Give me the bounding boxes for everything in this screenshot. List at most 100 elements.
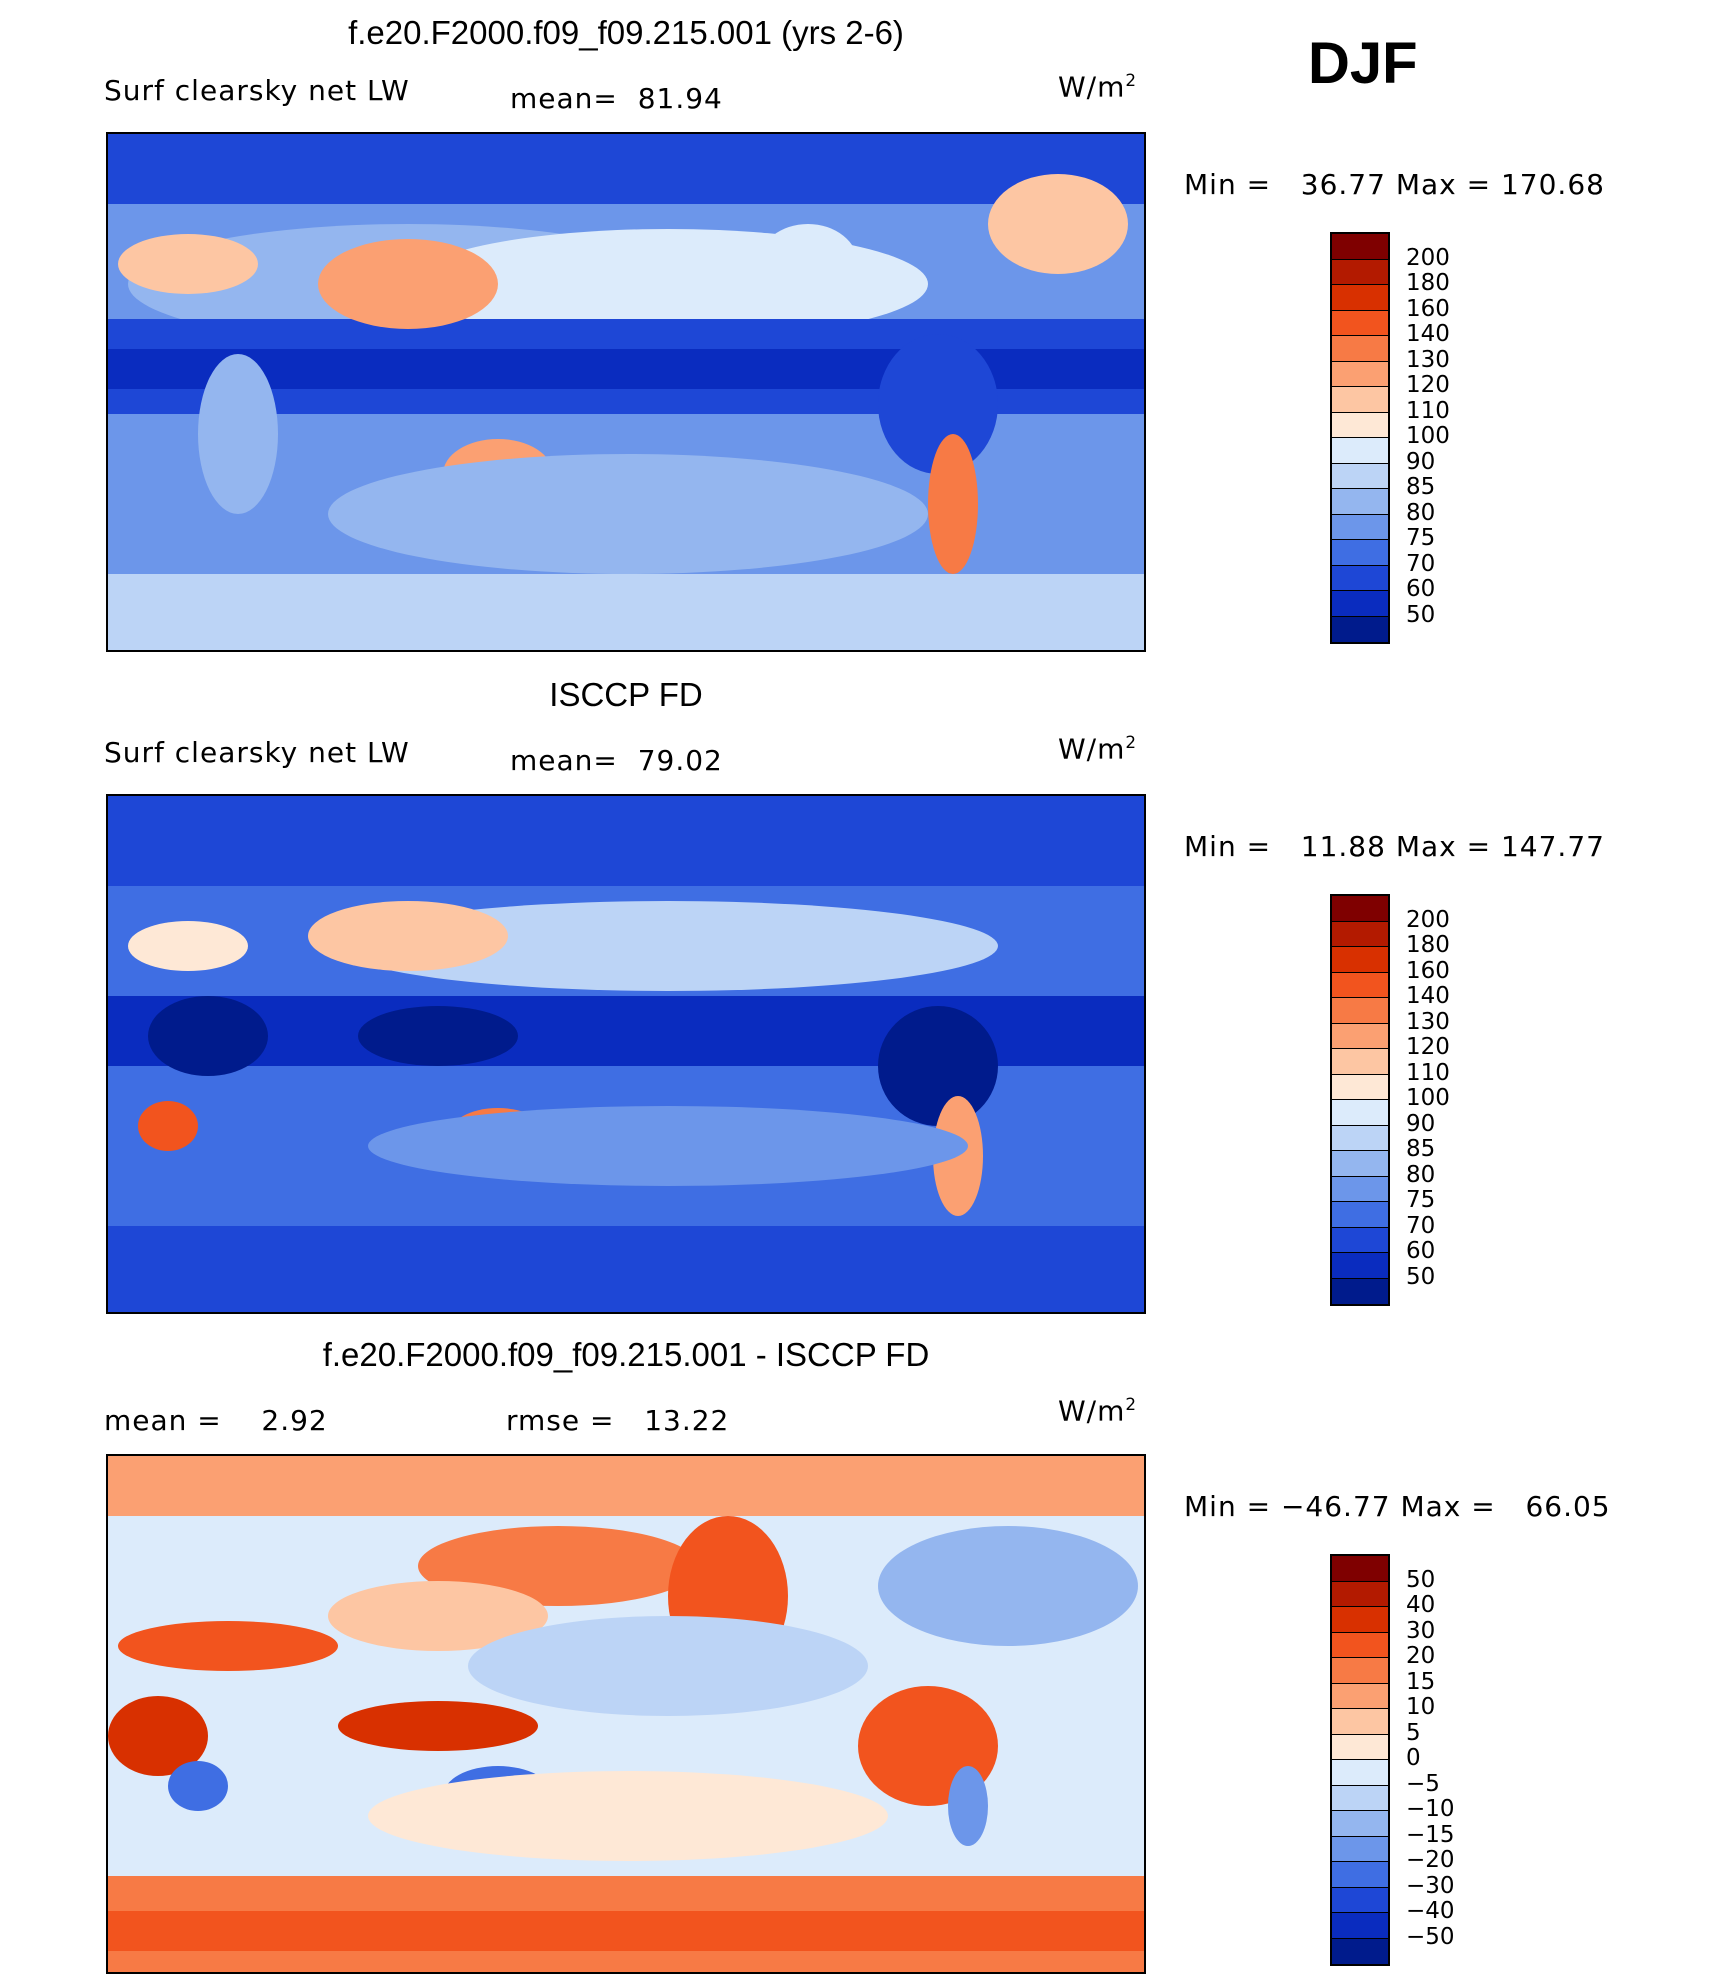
colorbar-segment bbox=[1332, 1709, 1388, 1735]
colorbar-tick-label: 180 bbox=[1406, 270, 1450, 296]
panel3-title: f.e20.F2000.f09_f09.215.001 - ISCCP FD bbox=[322, 1336, 930, 1373]
colorbar-segment bbox=[1332, 591, 1388, 617]
colorbar-tick-label: 120 bbox=[1406, 1034, 1450, 1060]
colorbar-segment bbox=[1332, 1023, 1388, 1049]
colorbar-segment bbox=[1332, 540, 1388, 566]
panel2-map bbox=[106, 794, 1146, 1314]
colorbar-segment bbox=[1332, 1125, 1388, 1151]
colorbar-segment bbox=[1332, 1202, 1388, 1228]
panel3-units: W/m2 bbox=[1058, 1394, 1138, 1428]
colorbar-tick-label: 90 bbox=[1406, 448, 1436, 475]
colorbar-tick-label: 80 bbox=[1406, 1161, 1436, 1188]
colorbar-segment bbox=[1332, 285, 1388, 311]
colorbar-tick-label: 30 bbox=[1406, 1617, 1436, 1644]
colorbar-segment bbox=[1332, 1938, 1388, 1964]
colorbar-segment bbox=[1332, 1632, 1388, 1658]
colorbar-segment bbox=[1332, 1658, 1388, 1684]
panel1-colorbar bbox=[1330, 232, 1390, 644]
colorbar-tick-label: 200 bbox=[1406, 244, 1450, 271]
colorbar-segment bbox=[1332, 514, 1388, 540]
colorbar-tick-label: 130 bbox=[1406, 346, 1450, 373]
colorbar-segment bbox=[1332, 998, 1388, 1024]
colorbar-tick-label: 50 bbox=[1406, 1263, 1436, 1290]
colorbar-tick-label: 75 bbox=[1406, 525, 1436, 551]
colorbar-segment bbox=[1332, 1607, 1388, 1633]
colorbar-tick-label: 180 bbox=[1406, 932, 1450, 958]
panel1-title: f.e20.F2000.f09_f09.215.001 (yrs 2-6) bbox=[348, 14, 904, 51]
colorbar-tick-label: −30 bbox=[1406, 1872, 1455, 1899]
colorbar-segment bbox=[1332, 896, 1388, 922]
colorbar-tick-label: 75 bbox=[1406, 1187, 1436, 1213]
panel2-variable: Surf clearsky net LW bbox=[104, 736, 410, 769]
colorbar-segment bbox=[1332, 336, 1388, 362]
panel3-colorbar bbox=[1330, 1554, 1390, 1966]
colorbar-segment bbox=[1332, 1683, 1388, 1709]
colorbar-segment bbox=[1332, 1049, 1388, 1075]
colorbar-segment bbox=[1332, 1887, 1388, 1913]
panel3-minmax: Min = −46.77 Max = 66.05 bbox=[1184, 1490, 1611, 1523]
colorbar-segment bbox=[1332, 1278, 1388, 1304]
colorbar-segment bbox=[1332, 972, 1388, 998]
colorbar-tick-label: 60 bbox=[1406, 1238, 1436, 1264]
colorbar-tick-label: −20 bbox=[1406, 1847, 1455, 1873]
colorbar-tick-label: 160 bbox=[1406, 957, 1450, 984]
colorbar-segment bbox=[1332, 438, 1388, 464]
panel1-minmax: Min = 36.77 Max = 170.68 bbox=[1184, 168, 1605, 201]
colorbar-tick-label: 100 bbox=[1406, 423, 1450, 449]
panel1-mean: mean= 81.94 bbox=[510, 82, 723, 115]
colorbar-segment bbox=[1332, 1836, 1388, 1862]
colorbar-tick-label: 10 bbox=[1406, 1694, 1436, 1720]
panel1-units: W/m2 bbox=[1058, 70, 1138, 104]
colorbar-tick-label: 60 bbox=[1406, 576, 1436, 602]
colorbar-tick-label: −15 bbox=[1406, 1821, 1455, 1848]
colorbar-segment bbox=[1332, 1151, 1388, 1177]
colorbar-segment bbox=[1332, 463, 1388, 489]
colorbar-tick-label: −50 bbox=[1406, 1923, 1455, 1950]
colorbar-segment bbox=[1332, 1760, 1388, 1786]
colorbar-tick-label: 15 bbox=[1406, 1668, 1436, 1695]
panel3-rmse: rmse = 13.22 bbox=[506, 1404, 730, 1437]
colorbar-tick-label: 20 bbox=[1406, 1643, 1436, 1669]
colorbar-segment bbox=[1332, 1785, 1388, 1811]
colorbar-tick-label: 100 bbox=[1406, 1085, 1450, 1111]
colorbar-segment bbox=[1332, 489, 1388, 515]
colorbar-segment bbox=[1332, 1100, 1388, 1126]
colorbar-segment bbox=[1332, 616, 1388, 642]
colorbar-tick-label: 40 bbox=[1406, 1592, 1436, 1618]
colorbar-tick-label: 70 bbox=[1406, 550, 1436, 577]
colorbar-segment bbox=[1332, 412, 1388, 438]
panel3-map bbox=[106, 1454, 1146, 1974]
colorbar-tick-label: −40 bbox=[1406, 1898, 1455, 1924]
season-label: DJF bbox=[1308, 31, 1418, 96]
colorbar-segment bbox=[1332, 1176, 1388, 1202]
panel3-map-field bbox=[108, 1456, 1144, 1972]
colorbar-tick-label: −10 bbox=[1406, 1796, 1455, 1822]
panel3-mean: mean = 2.92 bbox=[104, 1404, 328, 1437]
panel2-mean: mean= 79.02 bbox=[510, 744, 723, 777]
panel1-map-field bbox=[108, 134, 1144, 650]
colorbar-tick-label: 140 bbox=[1406, 983, 1450, 1009]
colorbar-segment bbox=[1332, 1253, 1388, 1279]
panel2-units: W/m2 bbox=[1058, 732, 1138, 766]
colorbar-tick-label: 110 bbox=[1406, 1059, 1450, 1086]
colorbar-tick-label: 85 bbox=[1406, 1136, 1436, 1162]
colorbar-tick-label: 50 bbox=[1406, 601, 1436, 628]
panel2-map-field bbox=[108, 796, 1144, 1312]
colorbar-segment bbox=[1332, 310, 1388, 336]
colorbar-tick-label: 200 bbox=[1406, 906, 1450, 933]
panel2-minmax: Min = 11.88 Max = 147.77 bbox=[1184, 830, 1605, 863]
colorbar-segment bbox=[1332, 1074, 1388, 1100]
colorbar-segment bbox=[1332, 1581, 1388, 1607]
colorbar-segment bbox=[1332, 387, 1388, 413]
colorbar-tick-label: 85 bbox=[1406, 474, 1436, 500]
colorbar-segment bbox=[1332, 234, 1388, 260]
colorbar-tick-label: 130 bbox=[1406, 1008, 1450, 1035]
colorbar-tick-label: 140 bbox=[1406, 321, 1450, 347]
colorbar-tick-label: 80 bbox=[1406, 499, 1436, 526]
colorbar-segment bbox=[1332, 1811, 1388, 1837]
panel2-colorbar bbox=[1330, 894, 1390, 1306]
panel1-variable: Surf clearsky net LW bbox=[104, 74, 410, 107]
colorbar-segment bbox=[1332, 565, 1388, 591]
colorbar-tick-label: −5 bbox=[1406, 1770, 1440, 1797]
colorbar-tick-label: 0 bbox=[1406, 1745, 1421, 1771]
